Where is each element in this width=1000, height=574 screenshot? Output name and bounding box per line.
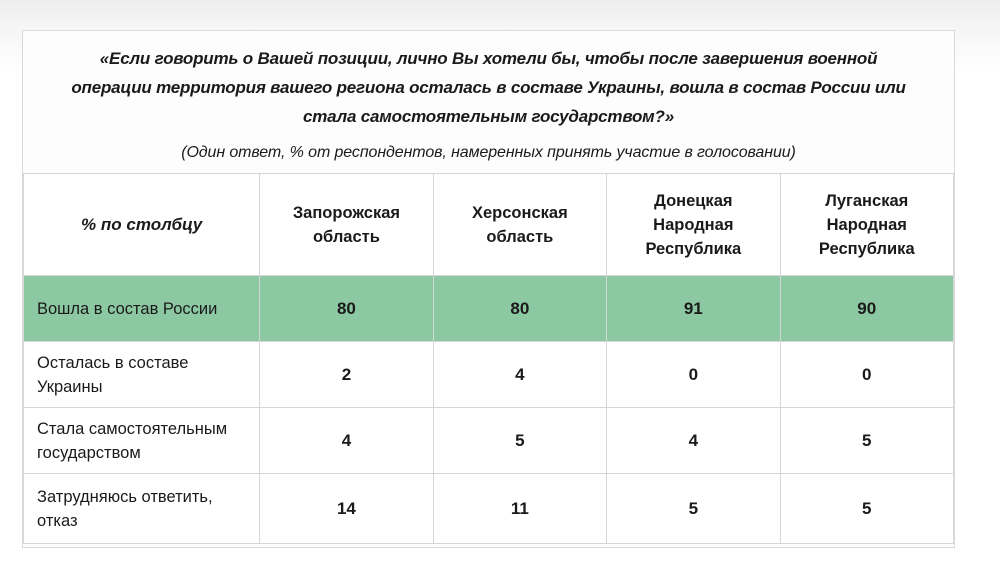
- corner-header: % по столбцу: [22, 173, 261, 276]
- table-header-row: % по столбцу Запорожская область Херсонска…: [22, 173, 955, 276]
- value-cell: 14: [259, 473, 434, 544]
- column-header: Херсонская область: [432, 173, 608, 276]
- table-row: Стала самостоятельным государством 4 5 4 5: [22, 407, 955, 474]
- column-header: Запорожская область: [259, 173, 434, 276]
- survey-question-line: «Если говорить о Вашей позиции, лично Вы…: [99, 49, 878, 68]
- table-body: Вошла в состав России 80 80 91 90 Осталась в …: [22, 275, 955, 544]
- results-table: % по столбцу Запорожская область Херсонска…: [22, 173, 955, 544]
- row-label: Стала самостоятельным государством: [22, 407, 261, 474]
- value-cell: 4: [606, 407, 781, 474]
- value-cell: 80: [432, 275, 608, 342]
- survey-question: «Если говорить о Вашей позиции, лично Вы…: [49, 44, 928, 131]
- table-row: Осталась в составе Украины 2 4 0 0: [22, 341, 955, 408]
- value-cell: 5: [432, 407, 608, 474]
- question-block: «Если говорить о Вашей позиции, лично Вы…: [23, 31, 954, 173]
- value-cell: 80: [259, 275, 434, 342]
- value-cell: 4: [259, 407, 434, 474]
- value-cell: 2: [259, 341, 434, 408]
- row-label: Затрудняюсь ответить, отказ: [22, 473, 261, 544]
- table-row: Затрудняюсь ответить, отказ 14 11 5 5: [22, 473, 955, 544]
- survey-question-line: операции территория вашего региона остал…: [71, 78, 906, 97]
- value-cell: 0: [606, 341, 781, 408]
- value-cell: 5: [606, 473, 781, 544]
- column-header: Луганская Народная Республика: [779, 173, 955, 276]
- value-cell: 11: [432, 473, 608, 544]
- survey-subtitle: (Один ответ, % от респондентов, намеренн…: [181, 144, 796, 161]
- survey-question-line: стала самостоятельным государством?»: [303, 107, 674, 126]
- column-header: Донецкая Народная Республика: [606, 173, 781, 276]
- row-label: Вошла в состав России: [22, 275, 261, 342]
- value-cell: 0: [779, 341, 955, 408]
- value-cell: 91: [606, 275, 781, 342]
- row-label: Осталась в составе Украины: [22, 341, 261, 408]
- value-cell: 90: [779, 275, 955, 342]
- value-cell: 5: [779, 407, 955, 474]
- table-row: Вошла в состав России 80 80 91 90: [22, 275, 955, 342]
- value-cell: 5: [779, 473, 955, 544]
- value-cell: 4: [432, 341, 608, 408]
- survey-card: «Если говорить о Вашей позиции, лично Вы…: [22, 30, 955, 548]
